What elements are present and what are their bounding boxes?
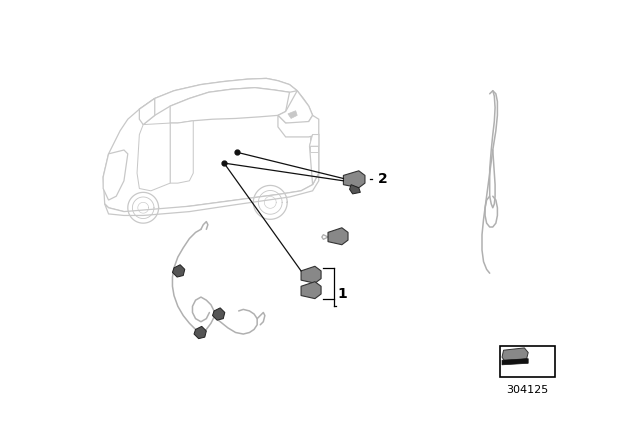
Polygon shape xyxy=(140,78,297,125)
Polygon shape xyxy=(103,150,128,200)
Polygon shape xyxy=(170,121,193,183)
Polygon shape xyxy=(137,123,170,191)
Polygon shape xyxy=(310,146,318,152)
Polygon shape xyxy=(278,90,312,125)
Polygon shape xyxy=(502,359,528,365)
Polygon shape xyxy=(344,171,365,188)
Polygon shape xyxy=(310,134,319,185)
Polygon shape xyxy=(328,228,348,245)
Polygon shape xyxy=(301,282,321,299)
Polygon shape xyxy=(310,137,318,145)
Text: 2: 2 xyxy=(378,172,388,186)
Text: 304125: 304125 xyxy=(506,385,548,395)
Polygon shape xyxy=(172,265,185,277)
Polygon shape xyxy=(103,78,319,211)
Polygon shape xyxy=(212,308,225,320)
Polygon shape xyxy=(310,134,319,146)
Polygon shape xyxy=(288,111,297,118)
Polygon shape xyxy=(502,348,528,362)
Polygon shape xyxy=(301,266,321,283)
Polygon shape xyxy=(140,99,155,125)
Polygon shape xyxy=(349,185,360,194)
Text: 1: 1 xyxy=(337,287,347,301)
Polygon shape xyxy=(278,116,319,137)
Polygon shape xyxy=(105,173,319,215)
Polygon shape xyxy=(170,88,289,123)
Polygon shape xyxy=(194,326,206,339)
Bar xyxy=(500,346,555,377)
